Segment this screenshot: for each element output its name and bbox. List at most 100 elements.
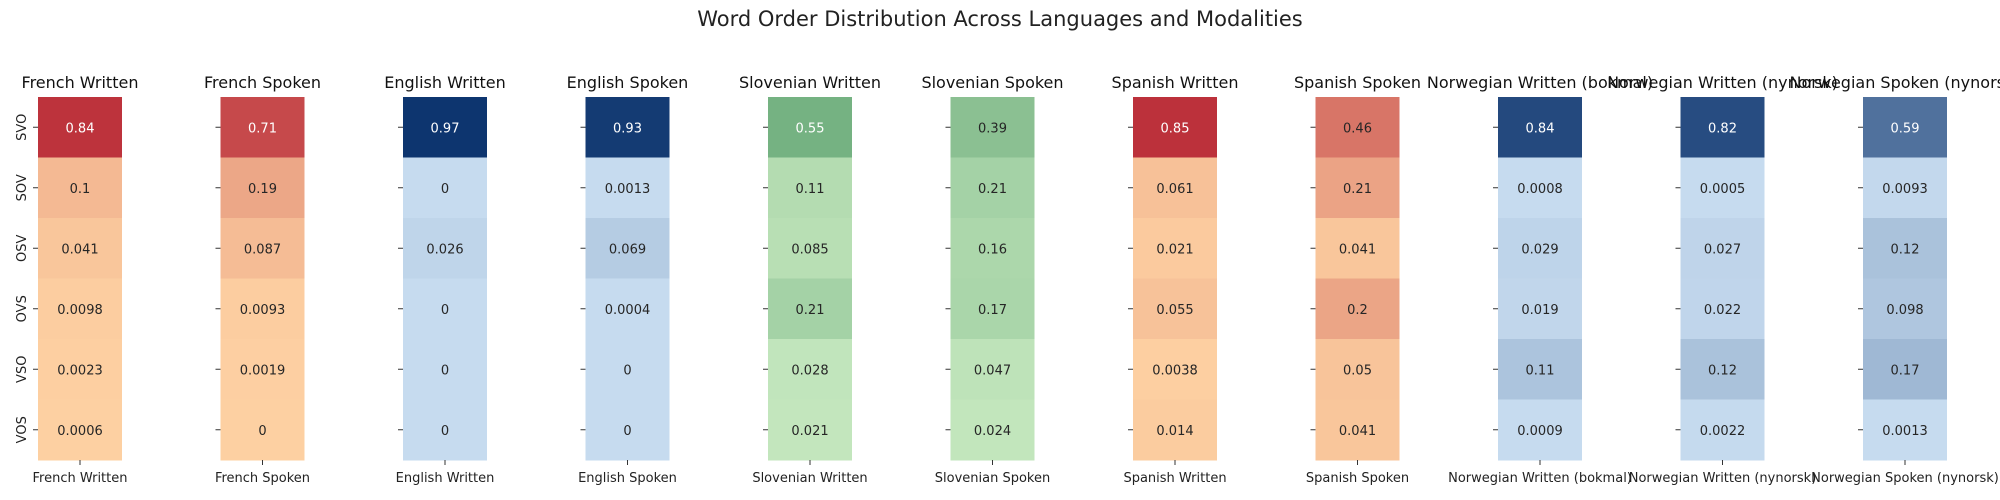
- cell-value-label: 0: [441, 424, 449, 439]
- cell-value-label: 0: [623, 363, 631, 378]
- heatmap-cell: [1680, 278, 1765, 340]
- heatmap-cell: [1498, 97, 1582, 158]
- heatmap-panel-slovenian-spoken: Slovenian Spoken 0.39 0.21 0.16 0.17 0.047 0.0…: [921, 73, 1063, 486]
- heatmap-cell: [38, 218, 122, 279]
- cell-value-label: 0.041: [61, 242, 98, 257]
- cell-value-label: 0.047: [974, 363, 1011, 378]
- y-tick-label: SOV: [15, 174, 30, 201]
- panel-title: Slovenian Written: [739, 73, 881, 92]
- cell-value-label: 0.21: [978, 182, 1007, 197]
- cell-value-label: 0.0005: [1700, 182, 1746, 197]
- heatmap-panel-french-written: French Written 0.84 SVO 0.1 SOV 0.041 OSV 0.009…: [15, 73, 138, 486]
- cell-value-label: 0.0004: [605, 303, 651, 318]
- x-tick-label: Slovenian Written: [752, 471, 867, 486]
- heatmap-panel-english-spoken: English Spoken 0.93 0.0013 0.069 0.0004 0 0 Eng…: [567, 73, 689, 486]
- cell-value-label: 0: [441, 182, 449, 197]
- cell-value-label: 0.027: [1704, 242, 1741, 257]
- x-tick-label: Slovenian Spoken: [935, 471, 1050, 486]
- cell-value-label: 0.0008: [1517, 182, 1563, 197]
- cell-value-label: 0.021: [1156, 242, 1193, 257]
- heatmap-cell: [950, 157, 1035, 219]
- heatmap-cell: [220, 218, 305, 279]
- heatmap-cell: [220, 157, 305, 219]
- cell-value-label: 0.55: [796, 121, 825, 136]
- heatmap-panel-spanish-spoken: Spanish Spoken 0.46 0.21 0.041 0.2 0.05 0.041 S…: [1294, 73, 1421, 486]
- cell-value-label: 0.05: [1343, 363, 1372, 378]
- cell-value-label: 0.0038: [1152, 363, 1198, 378]
- cell-value-label: 0.84: [66, 121, 95, 136]
- heatmap-cell: [1315, 278, 1400, 340]
- x-tick-label: Spanish Spoken: [1306, 471, 1409, 486]
- heatmap-cell: [950, 278, 1035, 340]
- heatmap-cell: [1133, 278, 1217, 340]
- heatmap-cell: [585, 218, 670, 279]
- heatmap-cell: [1863, 339, 1947, 400]
- heatmap-cell: [403, 218, 487, 279]
- heatmap-cell: [403, 157, 487, 219]
- cell-value-label: 0.029: [1521, 242, 1558, 257]
- cell-value-label: 0.041: [1339, 242, 1376, 257]
- heatmap-cell: [768, 97, 852, 158]
- heatmap-cell: [1498, 218, 1582, 279]
- cell-value-label: 0.021: [791, 424, 828, 439]
- cell-value-label: 0.59: [1891, 121, 1920, 136]
- heatmap-cell: [1315, 339, 1400, 400]
- x-tick-label: English Written: [396, 471, 495, 486]
- cell-value-label: 0.014: [1156, 424, 1193, 439]
- heatmap-cell: [1680, 97, 1765, 158]
- heatmap-cell: [1863, 97, 1947, 158]
- panel-title: Spanish Written: [1112, 73, 1239, 92]
- heatmap-cell: [585, 97, 670, 158]
- panel-title: English Written: [384, 73, 506, 92]
- heatmap-cell: [1133, 97, 1217, 158]
- cell-value-label: 0.085: [791, 242, 828, 257]
- panel-title: Norwegian Spoken (nynorsk): [1790, 73, 2000, 92]
- cell-value-label: 0.087: [244, 242, 281, 257]
- cell-value-label: 0.21: [1343, 182, 1372, 197]
- heatmap-cell: [220, 399, 305, 461]
- heatmap-cell: [38, 339, 122, 400]
- heatmap-cell: [950, 97, 1035, 158]
- cell-value-label: 0: [441, 303, 449, 318]
- cell-value-label: 0: [623, 424, 631, 439]
- cell-value-label: 0: [258, 424, 266, 439]
- cell-value-label: 0.16: [978, 242, 1007, 257]
- x-tick-label: Norwegian Written (bokmal): [1448, 471, 1632, 486]
- cell-value-label: 0.041: [1339, 424, 1376, 439]
- cell-value-label: 0.022: [1704, 303, 1741, 318]
- heatmap-cell: [1680, 218, 1765, 279]
- cell-value-label: 0.0013: [1882, 424, 1928, 439]
- cell-value-label: 0.17: [978, 303, 1007, 318]
- cell-value-label: 0.97: [431, 121, 460, 136]
- x-tick-label: Norwegian Spoken (nynorsk): [1811, 471, 1999, 486]
- heatmap-cell: [1863, 399, 1947, 461]
- cell-value-label: 0.0006: [57, 424, 103, 439]
- heatmap-cell: [1863, 278, 1947, 340]
- heatmap-cell: [1498, 399, 1582, 461]
- cell-value-label: 0.46: [1343, 121, 1372, 136]
- cell-value-label: 0.0098: [57, 303, 103, 318]
- cell-value-label: 0.0093: [240, 303, 286, 318]
- heatmap-panel-french-spoken: French Spoken 0.71 0.19 0.087 0.0093 0.0019 0 F…: [204, 73, 321, 486]
- panel-title: Norwegian Written (bokmal): [1427, 73, 1653, 92]
- heatmap-cell: [220, 278, 305, 340]
- cell-value-label: 0.19: [248, 182, 277, 197]
- heatmap-cell: [38, 97, 122, 158]
- heatmap-cell: [403, 278, 487, 340]
- heatmap-cell: [1498, 157, 1582, 219]
- heatmap-cell: [1680, 339, 1765, 400]
- heatmap-cell: [403, 97, 487, 158]
- heatmap-cell: [38, 399, 122, 461]
- cell-value-label: 0.17: [1891, 363, 1920, 378]
- cell-value-label: 0.024: [974, 424, 1011, 439]
- heatmap-cell: [768, 339, 852, 400]
- cell-value-label: 0.098: [1886, 303, 1923, 318]
- cell-value-label: 0.12: [1891, 242, 1920, 257]
- heatmap-cell: [403, 399, 487, 461]
- y-tick-label: OVS: [15, 295, 30, 322]
- cell-value-label: 0.85: [1161, 121, 1190, 136]
- cell-value-label: 0.39: [978, 121, 1007, 136]
- x-tick-label: English Spoken: [578, 471, 677, 486]
- heatmap-panel-spanish-written: Spanish Written 0.85 0.061 0.021 0.055 0.0038…: [1112, 73, 1239, 486]
